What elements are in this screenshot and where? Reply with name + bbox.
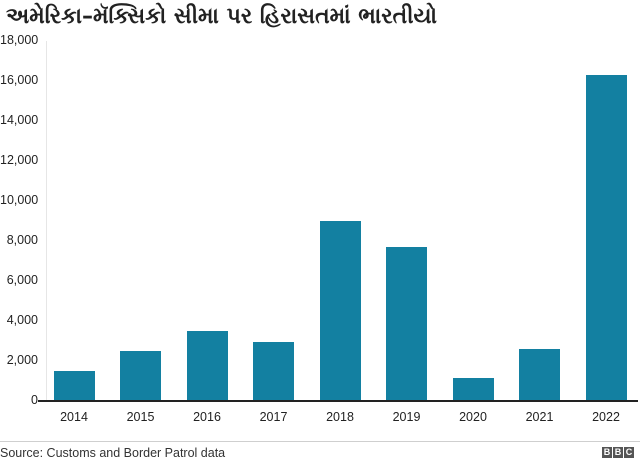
bar-2014 [53,371,95,401]
chart-title: અમેરિકા–મૅક્સિકો સીમા પર હિરાસતમાં ભારતી… [6,4,438,29]
y-tick-label: 4,000 [6,313,38,327]
bar-2017 [253,342,294,401]
y-tick-label: 2,000 [6,353,38,367]
y-tick-label: 10,000 [0,193,39,207]
bar-2021 [519,349,560,401]
bar-2022 [585,75,627,401]
bar-2016 [186,331,228,401]
bbc-logo-letter: B [602,447,612,458]
bbc-logo-letter: C [624,447,634,458]
y-tick-label: 14,000 [0,113,39,127]
x-tick-label: 2021 [525,410,554,424]
bbc-logo-letter: B [613,447,623,458]
x-tick-label: 2015 [126,410,155,424]
y-tick-label: 16,000 [0,73,39,87]
x-tick-label: 2020 [459,410,487,424]
x-tick-label: 2017 [259,410,288,424]
bar-2018 [319,221,361,401]
x-tick-label: 2014 [60,410,88,424]
bar-chart: 0 2,000 4,000 6,000 8,000 10,000 12,000 14,000 1… [0,33,638,424]
x-tick-label: 2022 [592,410,620,424]
bar-2020 [452,378,494,401]
y-axis-line [46,41,47,401]
x-tick-label: 2018 [326,410,354,424]
x-axis-line [38,400,638,402]
footer-divider [0,441,640,442]
bar-2019 [386,247,427,401]
bar-2015 [120,351,161,401]
y-tick-label: 6,000 [6,273,38,287]
y-tick-label: 18,000 [0,33,39,47]
y-tick-label: 0 [31,393,38,407]
bbc-logo: B B C [602,447,634,458]
source-note: Source: Customs and Border Patrol data [0,446,226,460]
x-tick-label: 2019 [392,410,421,424]
y-tick-label: 8,000 [6,233,38,247]
x-tick-label: 2016 [193,410,221,424]
y-tick-label: 12,000 [0,153,39,167]
